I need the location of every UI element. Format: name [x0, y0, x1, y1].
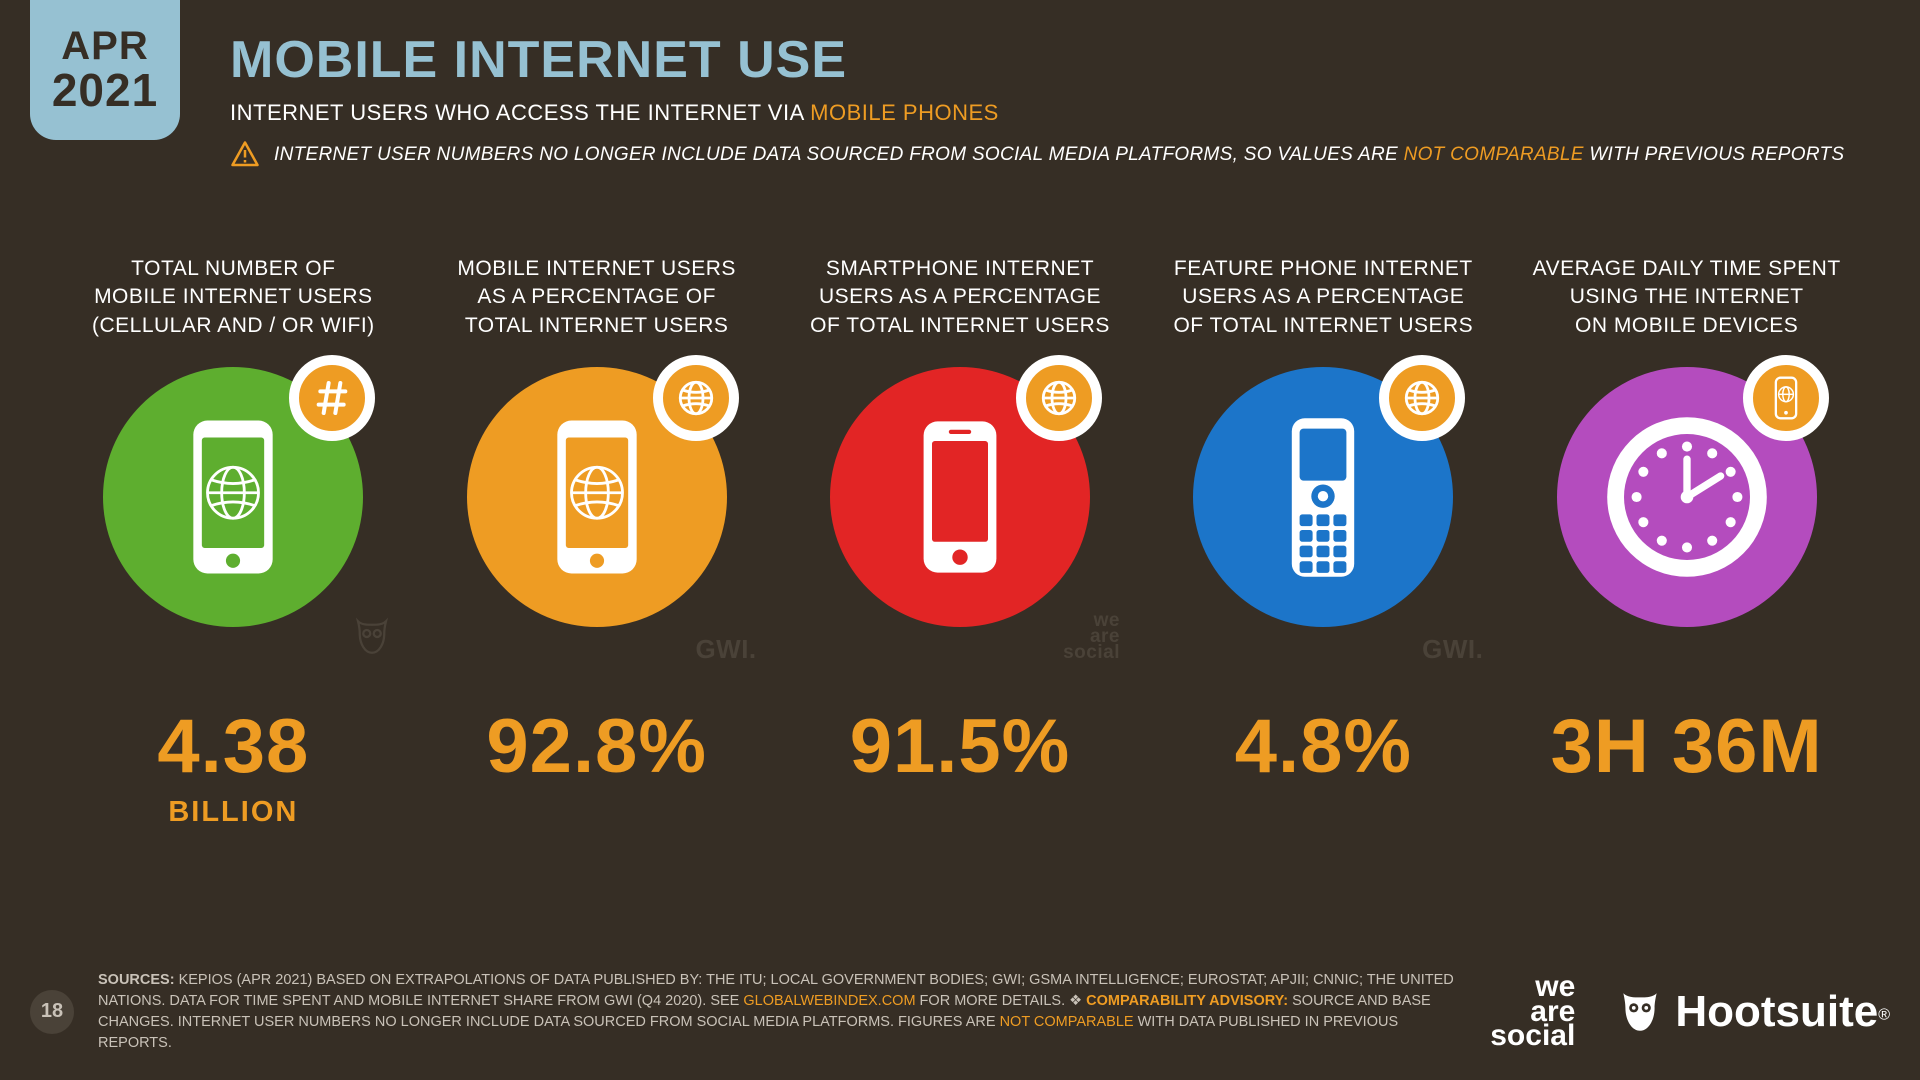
footer: 18 SOURCES: KEPIOS (APR 2021) BASED ON E…	[0, 970, 1920, 1054]
stats-row: TOTAL NUMBER OFMOBILE INTERNET USERS(CEL…	[0, 250, 1920, 829]
stat-badge-icon	[653, 355, 739, 441]
stat-label: AVERAGE DAILY TIME SPENTUSING THE INTERN…	[1533, 250, 1841, 345]
we-are-social-logo: we are social	[1490, 975, 1575, 1049]
stat-value: 92.8%	[486, 703, 707, 790]
stat-circle: wearesocial	[830, 367, 1090, 627]
page-title: MOBILE INTERNET USE	[230, 30, 1860, 90]
note-row: INTERNET USER NUMBERS NO LONGER INCLUDE …	[230, 140, 1860, 170]
stat-badge-icon	[1016, 355, 1102, 441]
stat-value: 4.38	[157, 703, 309, 790]
page-subtitle: INTERNET USERS WHO ACCESS THE INTERNET V…	[230, 100, 1860, 126]
subtitle-text: INTERNET USERS WHO ACCESS THE INTERNET V…	[230, 100, 810, 125]
date-year: 2021	[52, 63, 158, 117]
stat-card: FEATURE PHONE INTERNETUSERS AS A PERCENT…	[1153, 250, 1493, 790]
stat-badge-icon	[1743, 355, 1829, 441]
watermark-owl-icon	[351, 616, 393, 661]
subtitle-accent: MOBILE PHONES	[810, 100, 999, 125]
footer-logos: we are social Hootsuite®	[1490, 975, 1890, 1049]
date-badge: APR 2021	[30, 0, 180, 140]
stat-card: AVERAGE DAILY TIME SPENTUSING THE INTERN…	[1517, 250, 1857, 790]
stat-card: TOTAL NUMBER OFMOBILE INTERNET USERS(CEL…	[63, 250, 403, 829]
stat-label: SMARTPHONE INTERNETUSERS AS A PERCENTAGE…	[810, 250, 1110, 345]
hootsuite-word: Hootsuite®	[1675, 987, 1890, 1037]
stat-card: SMARTPHONE INTERNETUSERS AS A PERCENTAGE…	[790, 250, 1130, 790]
stat-badge-icon	[1379, 355, 1465, 441]
owl-icon	[1615, 987, 1665, 1037]
alert-icon	[230, 140, 260, 170]
stat-unit: BILLION	[168, 796, 298, 829]
stat-value: 4.8%	[1235, 703, 1412, 790]
note-text: INTERNET USER NUMBERS NO LONGER INCLUDE …	[274, 144, 1844, 166]
stat-label: FEATURE PHONE INTERNETUSERS AS A PERCENT…	[1173, 250, 1473, 345]
header: MOBILE INTERNET USE INTERNET USERS WHO A…	[230, 30, 1860, 170]
hootsuite-logo: Hootsuite®	[1615, 987, 1890, 1037]
stat-circle: GWI.	[1193, 367, 1453, 627]
watermark-text: GWI.	[1422, 638, 1483, 661]
page-number: 18	[30, 990, 74, 1034]
stat-circle	[1557, 367, 1817, 627]
stat-circle: GWI.	[467, 367, 727, 627]
stat-value: 3H 36M	[1551, 703, 1823, 790]
stat-label: MOBILE INTERNET USERSAS A PERCENTAGE OFT…	[457, 250, 736, 345]
watermark-text: GWI.	[695, 638, 756, 661]
stat-badge-icon	[289, 355, 375, 441]
sources-text: SOURCES: KEPIOS (APR 2021) BASED ON EXTR…	[98, 970, 1466, 1054]
watermark-we-are-social: wearesocial	[1063, 613, 1120, 661]
stat-circle	[103, 367, 363, 627]
stat-card: MOBILE INTERNET USERSAS A PERCENTAGE OFT…	[427, 250, 767, 790]
stat-label: TOTAL NUMBER OFMOBILE INTERNET USERS(CEL…	[92, 250, 375, 345]
stat-value: 91.5%	[850, 703, 1071, 790]
